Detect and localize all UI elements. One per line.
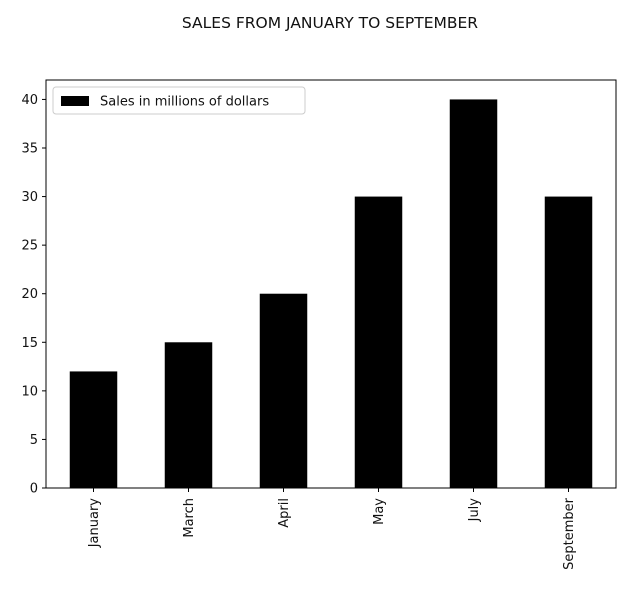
y-tick-label: 15 — [21, 336, 38, 351]
y-tick-label: 35 — [21, 142, 38, 157]
x-tick-label: September — [562, 497, 577, 570]
chart-title: SALES FROM JANUARY TO SEPTEMBER — [182, 14, 478, 32]
legend: Sales in millions of dollars — [52, 86, 306, 115]
bars-layer — [69, 99, 593, 489]
axes-layer: January March April May July September 0 5 10 15 2… — [21, 79, 617, 570]
bar-january — [69, 371, 118, 488]
y-tick-label: 5 — [30, 433, 38, 448]
bar-september — [544, 196, 593, 489]
bar-march — [164, 342, 213, 488]
legend-box — [52, 86, 306, 115]
y-tick-label: 10 — [21, 384, 38, 399]
y-tick-label: 25 — [21, 239, 38, 254]
y-tick-label: 0 — [30, 482, 38, 497]
x-tick-label: March — [182, 498, 197, 538]
plot-frame — [45, 79, 617, 489]
x-tick-label: May — [372, 498, 387, 525]
bar-may — [354, 196, 403, 489]
legend-label: Sales in millions of dollars — [100, 95, 269, 110]
x-tick-label: July — [467, 498, 482, 523]
bar-july — [449, 99, 498, 488]
bar-april — [259, 293, 308, 488]
x-tick-label: April — [277, 498, 292, 528]
y-tick-label: 20 — [21, 287, 38, 302]
legend-swatch — [61, 96, 89, 106]
y-tick-label: 30 — [21, 190, 38, 205]
x-tick-label: January — [87, 498, 102, 549]
y-tick-label: 40 — [21, 93, 38, 108]
